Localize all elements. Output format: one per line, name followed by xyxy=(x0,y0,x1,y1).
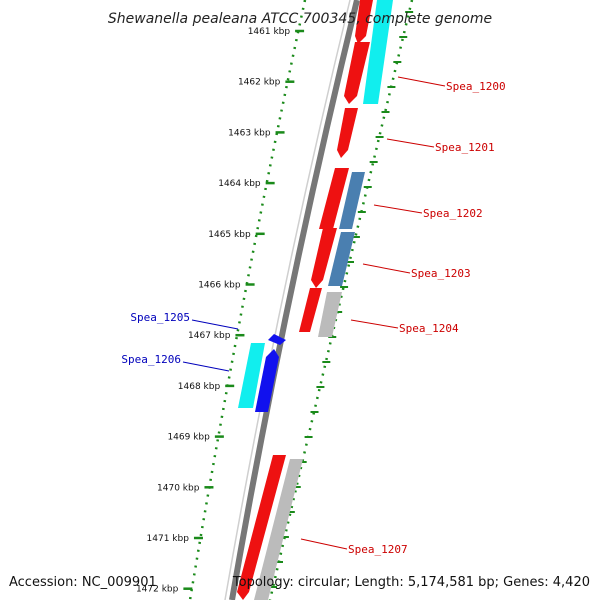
scale-tick-label-1472: 1472 kbp xyxy=(136,585,179,595)
gene-label-spea-1201[interactable]: Spea_1201 xyxy=(435,141,495,154)
gene-spea-1202[interactable] xyxy=(319,168,349,229)
genome-summary: Topology: circular; Length: 5,174,581 bp… xyxy=(232,575,590,590)
gene-spea-1206-arrowhead xyxy=(266,349,279,357)
scale-tick-label-1461: 1461 kbp xyxy=(248,27,291,37)
gene-spea-1204-gray[interactable] xyxy=(318,292,342,337)
map-title: Shewanella pealeana ATCC 700345, complet… xyxy=(108,11,492,27)
gene-spea-1207-gray[interactable] xyxy=(254,459,303,600)
accession-text: Accession: NC_009901 xyxy=(9,575,157,590)
gene-spea-1205[interactable] xyxy=(268,334,286,345)
scale-tick-label-1464: 1464 kbp xyxy=(218,179,261,189)
gene-label-spea-1205[interactable]: Spea_1205 xyxy=(130,311,190,324)
gene-label-spea-1202[interactable]: Spea_1202 xyxy=(423,207,483,220)
scale-tick-label-1466: 1466 kbp xyxy=(198,281,241,291)
scale-tick-label-1465: 1465 kbp xyxy=(208,230,251,240)
scale-tick-label-1467: 1467 kbp xyxy=(188,331,231,341)
scale-tick-label-1471: 1471 kbp xyxy=(147,534,190,544)
gene-spea-1207-arrowhead xyxy=(237,592,249,600)
scale-tick-label-1462: 1462 kbp xyxy=(238,78,281,88)
scale-tick-label-1468: 1468 kbp xyxy=(178,382,221,392)
gene-spea-1199[interactable] xyxy=(355,0,373,36)
gene-label-leader xyxy=(373,204,423,214)
gene-label-spea-1206[interactable]: Spea_1206 xyxy=(121,353,181,366)
gene-spea-1203-steel[interactable] xyxy=(328,232,355,286)
gene-spea-1207[interactable] xyxy=(237,455,286,592)
scale-tick-label-1469: 1469 kbp xyxy=(167,433,210,443)
gene-spea-1203[interactable] xyxy=(311,228,337,280)
gene-label-leader xyxy=(386,138,435,148)
gene-label-spea-1204[interactable]: Spea_1204 xyxy=(399,322,459,335)
gene-label-leader xyxy=(350,319,399,329)
gene-label-spea-1203[interactable]: Spea_1203 xyxy=(411,267,471,280)
gene-label-leader xyxy=(397,76,446,87)
genome-backbone-inner xyxy=(224,0,351,600)
gene-spea-1206[interactable] xyxy=(255,357,279,412)
gene-spea-1201-arrowhead xyxy=(337,150,348,158)
gene-spea-1204[interactable] xyxy=(299,288,322,332)
gene-label-spea-1207[interactable]: Spea_1207 xyxy=(348,543,408,556)
gene-spea-1200[interactable] xyxy=(363,0,393,104)
gene-spea-1201[interactable] xyxy=(337,108,358,150)
gene-spea-1200-partner-arrowhead xyxy=(344,96,357,104)
genome-backbone xyxy=(229,0,360,600)
gene-spea-1202-steel[interactable] xyxy=(339,172,365,229)
gene-label-leader xyxy=(191,319,239,330)
gene-features xyxy=(237,0,393,600)
gene-spea-1206-cyan[interactable] xyxy=(238,343,265,408)
gene-label-spea-1200[interactable]: Spea_1200 xyxy=(446,80,506,93)
gene-label-leader xyxy=(300,538,348,550)
scale-ticks: 1461 kbp 1462 kbp 1463 kbp 1464 kbp 1465 kbp… xyxy=(136,11,414,595)
gene-label-leader xyxy=(182,361,230,372)
gene-spea-1200-partner[interactable] xyxy=(344,42,370,96)
gene-spea-1203-arrowhead xyxy=(311,280,323,288)
gene-labels: Spea_1200 Spea_1201 Spea_1202 Spea_1203 Spea… xyxy=(121,76,506,556)
scale-tick-label-1470: 1470 kbp xyxy=(157,483,200,493)
gene-label-leader xyxy=(362,263,411,274)
scale-tick-label-1463: 1463 kbp xyxy=(228,128,271,138)
